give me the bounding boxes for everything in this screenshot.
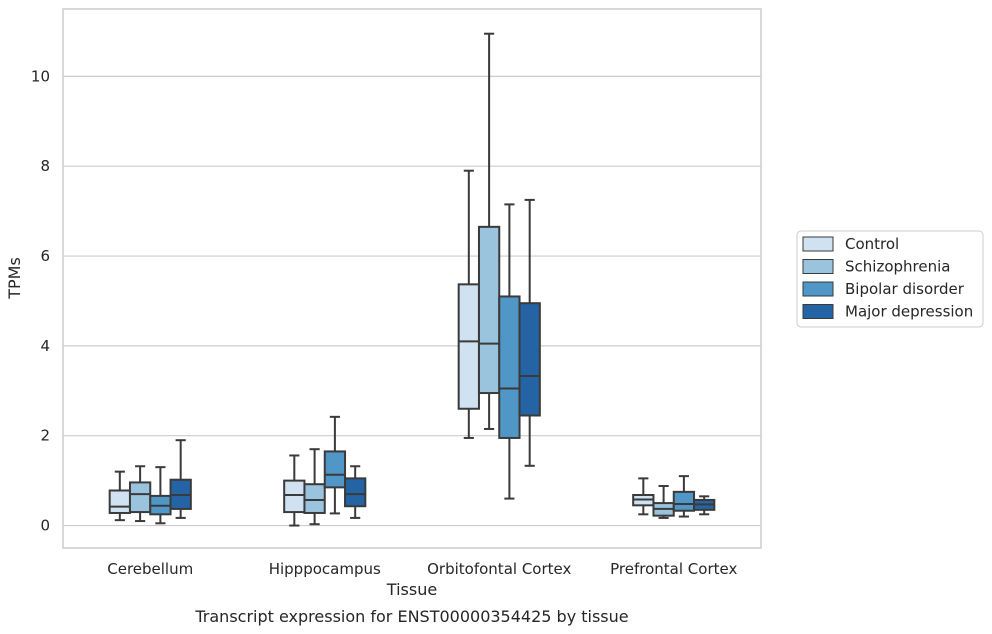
y-tick-label: 4 xyxy=(40,337,50,355)
box-schizophrenia xyxy=(303,448,326,526)
box-schizophrenia xyxy=(128,465,152,523)
iqr-box xyxy=(323,450,347,489)
y-tick-label: 2 xyxy=(40,427,50,445)
iqr-box xyxy=(344,477,367,508)
iqr-box xyxy=(108,489,131,514)
iqr-box xyxy=(672,490,696,512)
iqr-box xyxy=(128,481,152,514)
box-schizophrenia xyxy=(652,485,675,519)
legend-swatch xyxy=(802,236,834,252)
x-tick-label: Orbitofontal Cortex xyxy=(427,560,571,578)
box-bipolar-disorder xyxy=(672,475,696,518)
figure-caption: Transcript expression for ENST0000035442… xyxy=(194,607,628,626)
iqr-box xyxy=(303,483,326,514)
y-tick-labels: 0 2 4 6 8 10 xyxy=(31,67,50,534)
y-tick-label: 8 xyxy=(40,157,50,175)
y-tick-label: 0 xyxy=(40,517,50,535)
iqr-box xyxy=(518,302,541,417)
legend: Control Schizophrenia Bipolar disorder Majo… xyxy=(796,230,984,328)
box-control xyxy=(457,169,480,439)
x-tick-label: Hipppocampus xyxy=(269,560,381,578)
legend-label: Schizophrenia xyxy=(845,258,950,276)
legend-label: Control xyxy=(845,235,899,253)
iqr-box xyxy=(283,479,306,514)
box-control xyxy=(108,470,131,522)
iqr-box xyxy=(498,295,521,439)
x-tick-label: Cerebellum xyxy=(107,560,193,578)
gridlines xyxy=(63,75,761,527)
legend-swatch xyxy=(802,304,834,319)
plot-frame xyxy=(62,8,762,549)
box-bipolar-disorder xyxy=(149,466,172,525)
iqr-box xyxy=(477,225,501,395)
box-major-depression xyxy=(693,495,716,516)
y-axis-label: TPMs xyxy=(5,257,24,300)
y-tick-label: 10 xyxy=(31,67,50,85)
x-tick-label: Prefrontal Cortex xyxy=(610,560,737,578)
box-major-depression xyxy=(344,465,367,519)
y-tick-label: 6 xyxy=(40,247,50,265)
legend-frame xyxy=(796,230,984,328)
x-axis-label: Tissue xyxy=(386,580,437,599)
legend-swatch xyxy=(802,259,834,274)
box-schizophrenia xyxy=(477,32,501,430)
legend-label: Major depression xyxy=(845,303,973,321)
box-control xyxy=(283,454,306,527)
box-control xyxy=(632,477,655,516)
box-major-depression xyxy=(518,198,541,467)
box-bipolar-disorder xyxy=(498,203,521,500)
iqr-box xyxy=(457,283,480,410)
boxes xyxy=(108,32,716,527)
box-major-depression xyxy=(169,439,192,519)
legend-label: Bipolar disorder xyxy=(845,280,965,298)
box-bipolar-disorder xyxy=(323,415,347,515)
x-tick-labels: Cerebellum Hipppocampus Orbitofontal Corte… xyxy=(107,560,737,578)
legend-swatch xyxy=(802,281,834,297)
